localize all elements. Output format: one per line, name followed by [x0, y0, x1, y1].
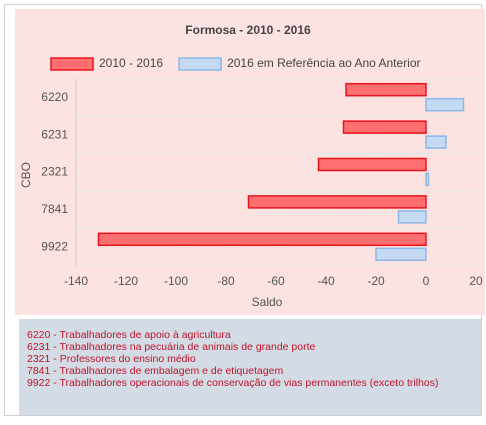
- x-tick-label: -60: [267, 274, 285, 288]
- note: 6231 - Trabalhadores na pecuária de anim…: [27, 341, 316, 353]
- bar: [345, 82, 427, 97]
- bar: [425, 135, 447, 149]
- bar: [425, 172, 430, 187]
- legend-label: 2016 em Referência ao Ano Anterior: [227, 56, 420, 70]
- y-tick-label: 6220: [41, 90, 68, 104]
- bar: [397, 210, 427, 224]
- x-tick-label: -140: [64, 274, 88, 288]
- x-tick-label: -20: [367, 274, 385, 288]
- x-tick-label: 20: [469, 274, 483, 288]
- legend-label: 2010 - 2016: [99, 56, 163, 70]
- y-axis-label: CBO: [19, 162, 33, 188]
- x-tick-label: -120: [114, 274, 138, 288]
- notes: 6220 - Trabalhadores de apoio à agricult…: [19, 319, 481, 415]
- note: 6220 - Trabalhadores de apoio à agricult…: [27, 329, 231, 341]
- x-tick-label: -100: [164, 274, 188, 288]
- y-tick-label: 2321: [41, 165, 68, 179]
- bar: [425, 97, 465, 112]
- bar: [97, 232, 427, 247]
- x-tick-label: 0: [423, 274, 430, 288]
- bar: [342, 120, 427, 134]
- y-tick-label: 6231: [41, 127, 68, 141]
- note: 9922 - Trabalhadores operacionais de con…: [27, 377, 439, 389]
- x-tick-label: -40: [317, 274, 335, 288]
- y-tick-label: 9922: [41, 239, 68, 253]
- y-tick-label: 7841: [41, 202, 68, 216]
- bar: [247, 195, 427, 209]
- legend-swatch: [178, 57, 222, 71]
- chart-title: Formosa - 2010 - 2016: [185, 23, 311, 37]
- note: 7841 - Trabalhadores de embalagem e de e…: [27, 365, 284, 377]
- chart: Formosa - 2010 - 2016 Saldo CBO 2010 - 2…: [15, 9, 485, 315]
- widget: Formosa - 2010 - 2016 Saldo CBO 2010 - 2…: [4, 4, 485, 416]
- bar: [375, 247, 427, 262]
- x-tick-label: -80: [217, 274, 235, 288]
- x-axis-label: Saldo: [252, 295, 283, 309]
- note: 2321 - Professores do ensino médio: [27, 353, 196, 365]
- bar: [317, 157, 427, 172]
- legend-swatch: [50, 57, 94, 71]
